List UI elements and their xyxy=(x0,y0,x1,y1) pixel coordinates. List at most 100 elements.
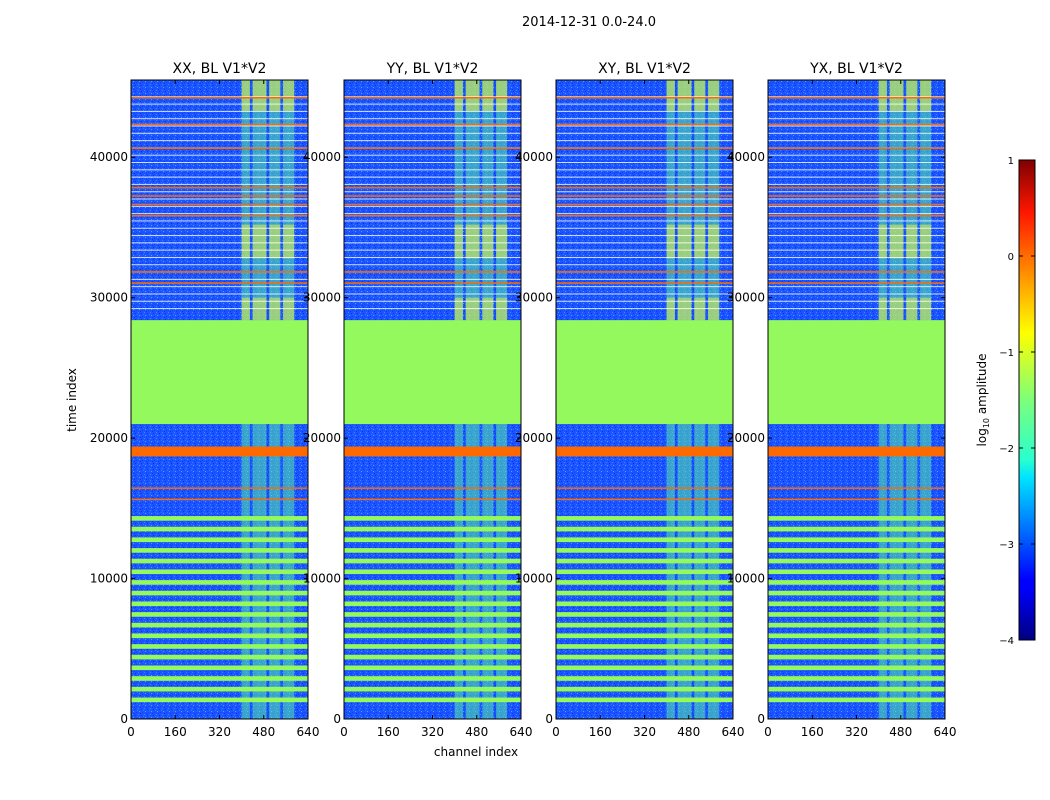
rfi-line xyxy=(131,123,308,126)
hot-patch xyxy=(889,80,904,111)
gap-line xyxy=(556,220,733,222)
flagged-block xyxy=(131,320,308,425)
gap-line xyxy=(344,205,521,207)
gap-line xyxy=(556,249,733,251)
gap-line xyxy=(556,242,733,244)
flagged-stripe xyxy=(556,558,733,564)
gap-line xyxy=(768,118,945,120)
colorbar-tick-label: −2 xyxy=(999,444,1014,455)
hot-patch xyxy=(677,224,692,259)
rfi-line xyxy=(344,487,521,489)
x-tick-label: 320 xyxy=(421,725,444,739)
gap-line xyxy=(556,132,733,134)
colorbar-label: log10 amplitude xyxy=(975,354,991,447)
gap-line xyxy=(344,308,521,310)
y-tick-label: 20000 xyxy=(90,431,128,445)
flagged-stripe xyxy=(768,676,945,681)
flagged-stripe xyxy=(768,612,945,617)
hot-patch xyxy=(465,80,480,111)
flagged-stripe xyxy=(768,686,945,692)
rfi-line xyxy=(768,123,945,126)
rfi-band xyxy=(768,446,945,457)
rfi-line xyxy=(556,203,733,206)
flagged-stripe xyxy=(344,686,521,692)
x-tick-label: 480 xyxy=(252,725,275,739)
flagged-stripe xyxy=(768,569,945,575)
rfi-band xyxy=(131,446,308,457)
rfi-line xyxy=(768,186,945,189)
y-tick-label: 20000 xyxy=(727,431,765,445)
flagged-stripe xyxy=(344,612,521,617)
flagged-stripe xyxy=(344,697,521,703)
y-tick-label: 40000 xyxy=(515,150,553,164)
flagged-stripe xyxy=(131,537,308,543)
gap-line xyxy=(344,118,521,120)
hot-patch xyxy=(482,80,494,111)
x-tick-label: 320 xyxy=(208,725,231,739)
flagged-stripe xyxy=(556,644,733,649)
y-tick-label: 40000 xyxy=(303,150,341,164)
gap-line xyxy=(768,220,945,222)
flagged-stripe xyxy=(556,516,733,521)
hot-patch xyxy=(694,80,706,111)
gap-line xyxy=(131,162,308,164)
rfi-line xyxy=(344,195,521,197)
gap-line xyxy=(131,169,308,171)
x-tick-label: 480 xyxy=(465,725,488,739)
flagged-stripe xyxy=(556,665,733,671)
flagged-stripe xyxy=(556,633,733,639)
gap-line xyxy=(556,213,733,215)
gap-line xyxy=(556,300,733,302)
y-tick-label: 0 xyxy=(120,712,128,726)
gap-line xyxy=(556,286,733,288)
gap-line xyxy=(768,162,945,164)
rfi-line xyxy=(768,147,945,150)
hot-patch xyxy=(878,224,887,259)
colorbar-tick-label: −3 xyxy=(999,540,1014,551)
flagged-stripe xyxy=(131,580,308,585)
gap-line xyxy=(344,154,521,156)
gap-line xyxy=(344,256,521,258)
colorbar-tick-label: 1 xyxy=(1008,156,1014,167)
flagged-stripe xyxy=(768,622,945,628)
hot-patch xyxy=(920,224,932,259)
x-tick-label: 480 xyxy=(677,725,700,739)
panel-title: YX, BL V1*V2 xyxy=(809,61,903,77)
gap-line xyxy=(768,286,945,288)
gap-line xyxy=(344,286,521,288)
flagged-stripe xyxy=(131,590,308,596)
flagged-stripe xyxy=(131,516,308,521)
gap-line xyxy=(131,125,308,127)
y-tick-label: 30000 xyxy=(515,291,553,305)
gap-line xyxy=(131,249,308,251)
flagged-stripe xyxy=(131,558,308,564)
gap-line xyxy=(768,132,945,134)
hot-patch xyxy=(677,80,692,111)
x-tick-label: 0 xyxy=(764,725,772,739)
hot-patch xyxy=(482,224,494,259)
flagged-stripe xyxy=(768,665,945,671)
gap-line xyxy=(768,198,945,200)
flagged-stripe xyxy=(344,590,521,596)
rfi-line xyxy=(768,214,945,217)
gap-line xyxy=(344,220,521,222)
flagged-stripe xyxy=(344,665,521,671)
flagged-stripe xyxy=(131,526,308,532)
gap-line xyxy=(344,132,521,134)
gap-line xyxy=(768,264,945,266)
x-axis-label: channel index xyxy=(434,745,518,759)
flagged-stripe xyxy=(131,697,308,703)
rfi-band xyxy=(556,446,733,457)
flagged-stripe xyxy=(768,590,945,596)
rfi-line xyxy=(344,282,521,284)
gap-line xyxy=(556,308,733,310)
gap-line xyxy=(131,176,308,178)
hot-patch xyxy=(269,80,281,111)
gap-line xyxy=(556,96,733,98)
gap-line xyxy=(344,191,521,193)
x-tick-label: 320 xyxy=(633,725,656,739)
gap-line xyxy=(768,242,945,244)
y-tick-label: 30000 xyxy=(303,291,341,305)
flagged-stripe xyxy=(131,686,308,692)
rfi-line xyxy=(556,498,733,501)
